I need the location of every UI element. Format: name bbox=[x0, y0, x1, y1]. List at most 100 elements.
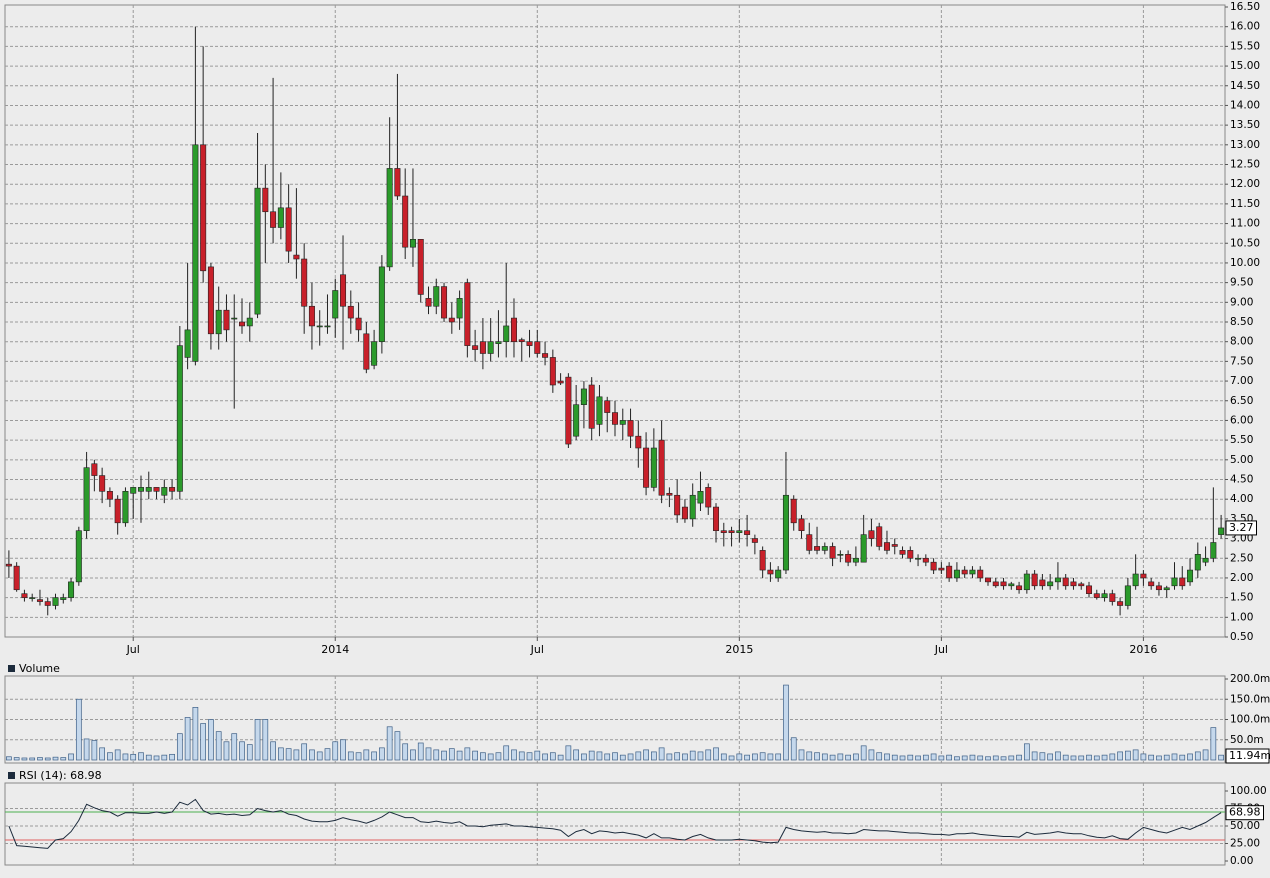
candle-body bbox=[417, 239, 424, 295]
volume-bar bbox=[1039, 752, 1046, 761]
volume-bar bbox=[542, 753, 548, 761]
volume-bar bbox=[1008, 755, 1015, 761]
candle-body bbox=[277, 207, 284, 228]
candle-body bbox=[775, 569, 782, 579]
volume-bar bbox=[759, 752, 766, 761]
candle-body bbox=[744, 530, 751, 535]
volume-bar bbox=[456, 750, 463, 761]
volume-bar bbox=[1062, 754, 1069, 761]
y-tick-label: 13.50 bbox=[1230, 119, 1260, 131]
volume-bar bbox=[666, 753, 673, 761]
candle-body bbox=[534, 341, 541, 354]
candle-body bbox=[984, 577, 991, 583]
volume-bar bbox=[1218, 754, 1224, 761]
candle-body bbox=[83, 467, 90, 531]
last-rsi-box bbox=[1225, 805, 1264, 821]
candle-body bbox=[518, 339, 525, 342]
volume-bar bbox=[246, 744, 253, 761]
candle-body bbox=[386, 168, 393, 268]
y-tick-label: 15.00 bbox=[1230, 60, 1260, 72]
volume-bar bbox=[472, 750, 478, 761]
volume-bar bbox=[651, 751, 657, 761]
candle-body bbox=[635, 435, 642, 449]
volume-bar bbox=[223, 741, 230, 761]
y-tick-label: 3.00 bbox=[1230, 533, 1253, 545]
volume-bar bbox=[503, 745, 510, 761]
candle-body bbox=[239, 321, 246, 327]
volume-bar bbox=[697, 751, 704, 761]
y-tick-label: 150.0m bbox=[1230, 693, 1270, 705]
volume-bar bbox=[907, 754, 914, 761]
y-tick-label: 200.0m bbox=[1230, 673, 1270, 685]
candle-body bbox=[860, 534, 867, 563]
volume-bar bbox=[176, 733, 183, 761]
candle-body bbox=[91, 463, 98, 476]
x-tick-label: 2015 bbox=[725, 643, 753, 656]
volume-bar bbox=[868, 749, 875, 761]
candle-body bbox=[36, 599, 43, 602]
candle-body bbox=[254, 187, 261, 315]
candle-body bbox=[751, 538, 758, 543]
volume-bar bbox=[425, 747, 432, 761]
y-tick-label: 6.00 bbox=[1230, 414, 1253, 426]
volume-bar bbox=[511, 749, 517, 761]
candle-body bbox=[681, 506, 688, 520]
candle-body bbox=[1016, 585, 1023, 591]
volume-bar bbox=[355, 752, 362, 761]
x-tick-label: Jul bbox=[126, 643, 140, 656]
candle-body bbox=[821, 546, 828, 551]
volume-bar bbox=[52, 756, 59, 761]
volume-bar bbox=[122, 753, 129, 761]
volume-bar bbox=[301, 743, 308, 761]
volume-bar bbox=[83, 738, 90, 761]
volume-bar bbox=[922, 754, 929, 761]
volume-bar bbox=[860, 745, 867, 761]
candle-body bbox=[565, 376, 572, 445]
volume-bar bbox=[192, 706, 199, 761]
volume-bar bbox=[876, 752, 883, 761]
volume-bar bbox=[184, 717, 191, 761]
y-tick-label: 8.00 bbox=[1230, 336, 1253, 348]
candle-body bbox=[1008, 583, 1015, 587]
volume-bar bbox=[845, 754, 851, 761]
y-tick-label: 100.0m bbox=[1230, 714, 1270, 726]
volume-bar bbox=[239, 741, 245, 761]
volume-bar bbox=[534, 750, 541, 761]
candle-body bbox=[52, 597, 59, 606]
candle-body bbox=[1210, 542, 1217, 559]
volume-bar bbox=[1109, 753, 1116, 761]
y-tick-label: 9.50 bbox=[1230, 277, 1253, 289]
candle-body bbox=[938, 567, 945, 571]
candle-body bbox=[526, 341, 533, 346]
volume-bar bbox=[806, 751, 813, 761]
candle-body bbox=[1000, 581, 1007, 587]
volume-bar bbox=[6, 756, 12, 761]
y-tick-label: 0.00 bbox=[1230, 855, 1253, 867]
candle-body bbox=[106, 491, 113, 500]
volume-bar bbox=[417, 742, 424, 761]
volume-bar bbox=[565, 745, 572, 761]
candle-body bbox=[1039, 579, 1046, 587]
volume-bar bbox=[1132, 749, 1139, 761]
candle-body bbox=[316, 325, 323, 328]
volume-bar bbox=[596, 751, 603, 761]
candle-body bbox=[510, 317, 517, 342]
candle-body bbox=[713, 506, 720, 531]
y-tick-label: 12.50 bbox=[1230, 159, 1260, 171]
candle-body bbox=[899, 550, 906, 555]
candle-body bbox=[153, 487, 160, 492]
candle-body bbox=[969, 569, 976, 575]
candle-body bbox=[611, 412, 618, 425]
price-panel bbox=[4, 4, 1226, 638]
volume-bar bbox=[1194, 751, 1201, 761]
volume-bar bbox=[985, 756, 991, 761]
candle-body bbox=[223, 309, 230, 331]
volume-bar bbox=[977, 755, 984, 761]
candle-body bbox=[782, 494, 789, 571]
volume-bar bbox=[215, 731, 222, 761]
y-tick-label: 1.50 bbox=[1230, 592, 1253, 604]
volume-bar bbox=[775, 753, 782, 761]
candle-body bbox=[293, 254, 300, 260]
volume-bar bbox=[487, 753, 494, 761]
